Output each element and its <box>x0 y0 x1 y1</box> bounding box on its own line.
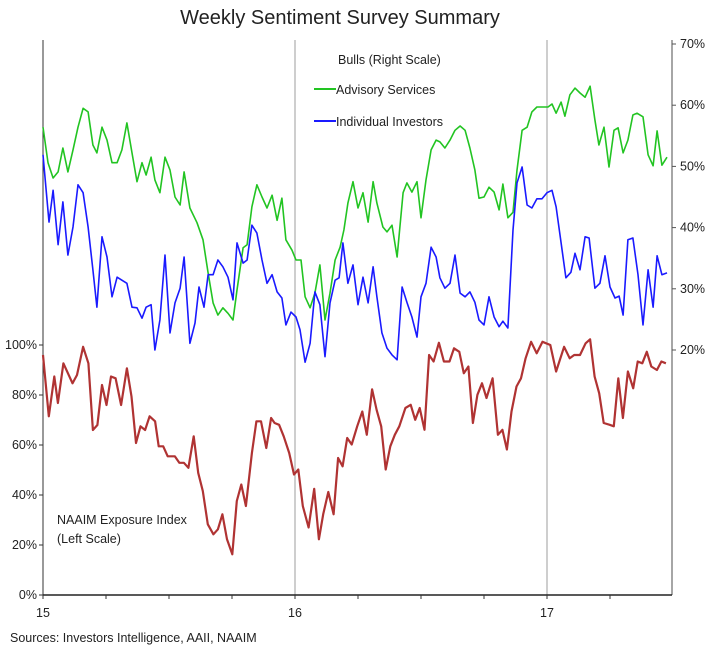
source-note: Sources: Investors Intelligence, AAII, N… <box>10 631 257 645</box>
right-tick-label: 60% <box>680 98 705 112</box>
naaim-note-line2: (Left Scale) <box>57 532 121 546</box>
legend-title: Bulls (Right Scale) <box>338 53 441 67</box>
left-tick-label: 80% <box>12 388 37 402</box>
x-tick-label: 15 <box>36 606 50 620</box>
x-tick-label: 17 <box>540 606 554 620</box>
left-tick-label: 40% <box>12 488 37 502</box>
axes: 15 16 17 0% 20% 40% 60% 80% 100% 20% 30% 40% 50% 60% 7… <box>5 37 705 620</box>
x-tick-label: 16 <box>288 606 302 620</box>
right-tick-label: 30% <box>680 282 705 296</box>
chart-title: Weekly Sentiment Survey Summary <box>180 7 500 29</box>
right-tick-label: 20% <box>680 343 705 357</box>
advisory-services-line <box>42 85 668 321</box>
left-tick-label: 60% <box>12 438 37 452</box>
left-tick-label: 0% <box>19 588 37 602</box>
right-tick-label: 70% <box>680 37 705 51</box>
naaim-exposure-line <box>41 338 667 556</box>
individual-investors-line <box>42 154 668 363</box>
gridlines <box>294 40 548 595</box>
legend: Bulls (Right Scale) Advisory Services In… <box>314 53 443 129</box>
right-tick-label: 50% <box>680 159 705 173</box>
series-lines <box>41 85 668 556</box>
legend-label-individual: Individual Investors <box>336 115 443 129</box>
left-tick-label: 20% <box>12 538 37 552</box>
right-tick-label: 40% <box>680 221 705 235</box>
left-tick-label: 100% <box>5 338 37 352</box>
legend-label-advisory: Advisory Services <box>336 83 435 97</box>
naaim-note-line1: NAAIM Exposure Index <box>57 513 188 527</box>
